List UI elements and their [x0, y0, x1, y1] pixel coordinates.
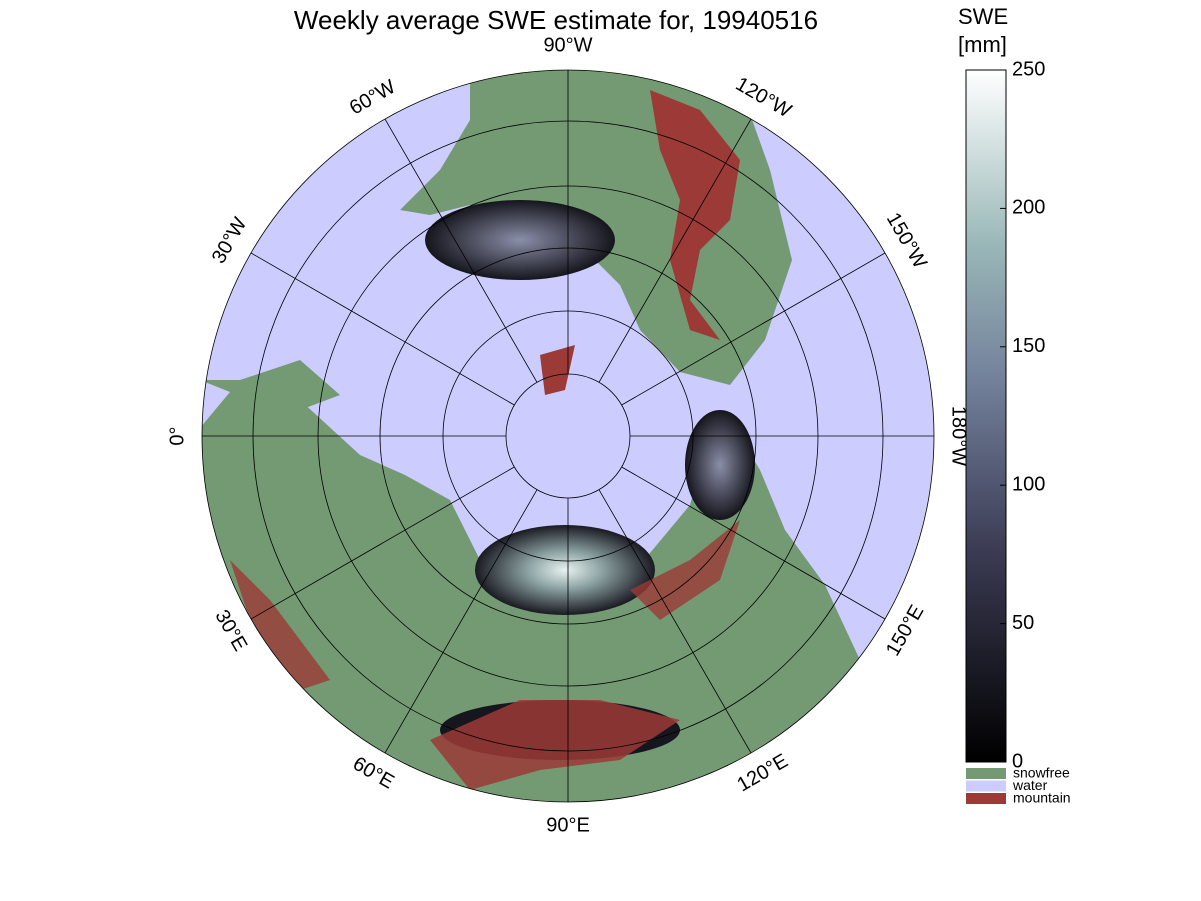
colorbar-tick-label: 250	[1012, 58, 1045, 80]
snow-east	[685, 410, 755, 520]
map	[202, 70, 934, 802]
mountain-europe	[230, 560, 330, 690]
longitude-label: 30°W	[208, 214, 252, 268]
meridian	[598, 118, 752, 383]
eurasia	[202, 380, 860, 802]
legend-label: mountain	[1013, 790, 1071, 806]
meridian	[384, 118, 538, 383]
legend-swatch	[966, 793, 1006, 804]
colorbar-tick-label: 0	[1012, 750, 1023, 772]
legend-swatch	[966, 768, 1006, 779]
longitude-label: 180°W	[948, 406, 970, 466]
title: Weekly average SWE estimate for, 1994051…	[294, 5, 818, 35]
longitude-label: 90°E	[546, 814, 590, 836]
legend-swatch	[966, 780, 1006, 792]
colorbar-tick-label: 100	[1012, 473, 1045, 495]
mountain-siberia	[630, 520, 740, 620]
legend-label: water	[1012, 777, 1048, 793]
longitude-label: 60°W	[346, 76, 400, 120]
colorbar-tick-label: 150	[1012, 335, 1045, 357]
longitude-label: 60°E	[349, 753, 398, 794]
colorbar-axis: SWE [mm] 0 50 100 150 200 250	[958, 4, 1045, 772]
meridian	[384, 489, 538, 754]
colorbar-title: [mm]	[958, 32, 1007, 57]
mountain-greenland	[540, 345, 575, 395]
colorbar-title: SWE	[958, 4, 1008, 29]
colorbar-tick-label: 50	[1012, 612, 1034, 634]
longitude-label: 0°	[166, 426, 188, 445]
mountain-asia	[430, 700, 680, 790]
graticule	[201, 69, 935, 803]
colorbar-tick-label: 200	[1012, 197, 1045, 219]
mountain-rockies	[650, 90, 740, 340]
snow-canada	[425, 200, 615, 280]
colorbar	[965, 69, 1007, 763]
europe	[202, 360, 340, 410]
meridian	[621, 466, 886, 620]
meridian	[598, 489, 752, 754]
longitude-label: 30°E	[210, 606, 251, 655]
longitude-label: 90°W	[543, 34, 592, 56]
snow-siberia	[475, 525, 655, 615]
meridian	[621, 252, 886, 406]
meridian	[250, 252, 515, 406]
meridian	[250, 466, 515, 620]
legend-label: snowfree	[1013, 765, 1070, 781]
